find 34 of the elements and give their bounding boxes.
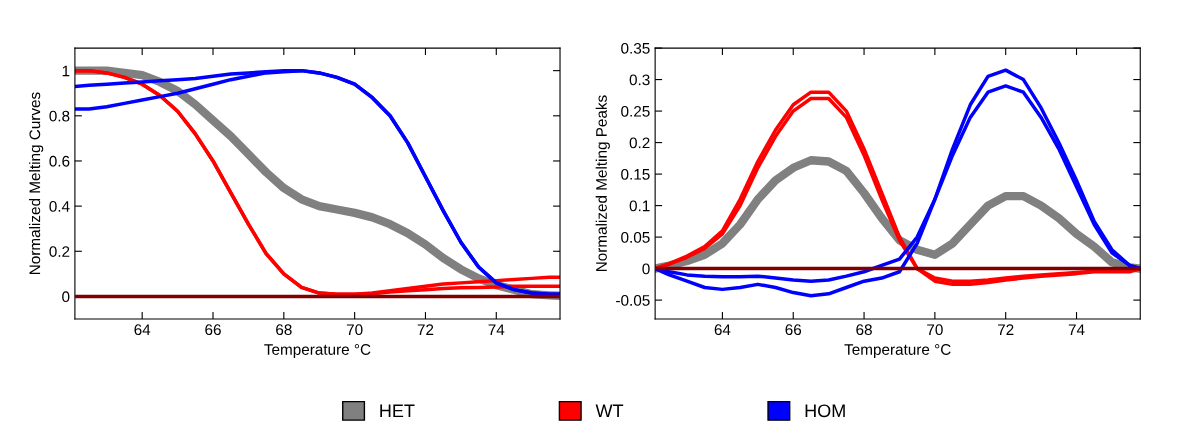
- y-tick-label: 0.8: [49, 110, 70, 122]
- y-tick-label: 0: [62, 291, 70, 303]
- legend-label: WT: [595, 404, 624, 417]
- legend-label: HET: [380, 404, 415, 417]
- x-tick-label: 72: [997, 324, 1014, 335]
- y-tick-label: 0.05: [621, 231, 650, 243]
- y-tick-label: -0.05: [616, 294, 650, 306]
- x-tick-label: 70: [346, 324, 363, 336]
- y-tick-label: 0.25: [621, 105, 650, 117]
- y-axis-title: Normalized Melting Curves: [29, 92, 44, 274]
- x-tick-label: 64: [714, 324, 731, 336]
- y-tick-label: 0.3: [629, 74, 650, 86]
- legend-label: HOM: [805, 404, 845, 418]
- y-axis-title: Normalized Melting Peaks: [595, 95, 610, 272]
- x-tick-label: 64: [134, 324, 151, 336]
- y-tick-label: 0.2: [49, 246, 70, 257]
- x-tick-label: 66: [205, 324, 221, 336]
- y-tick-label: 0: [642, 263, 650, 275]
- x-tick-label: 74: [1068, 324, 1085, 335]
- x-axis-title: Temperature °C: [264, 344, 371, 358]
- x-tick-label: 74: [488, 324, 505, 335]
- y-tick-label: 1: [62, 65, 70, 77]
- y-tick-label: 0.4: [49, 200, 70, 212]
- x-tick-label: 66: [785, 324, 802, 336]
- y-tick-label: 0.2: [629, 137, 650, 149]
- x-tick-label: 68: [856, 324, 872, 336]
- y-tick-label: 0.1: [629, 200, 650, 212]
- x-tick-label: 72: [417, 324, 434, 335]
- y-tick-label: 0.35: [621, 42, 650, 54]
- y-tick-label: 0.6: [49, 155, 70, 167]
- y-tick-label: 0.15: [621, 168, 650, 180]
- x-tick-label: 68: [276, 324, 292, 336]
- x-tick-label: 70: [927, 324, 943, 336]
- x-axis-title: Temperature °C: [844, 344, 951, 358]
